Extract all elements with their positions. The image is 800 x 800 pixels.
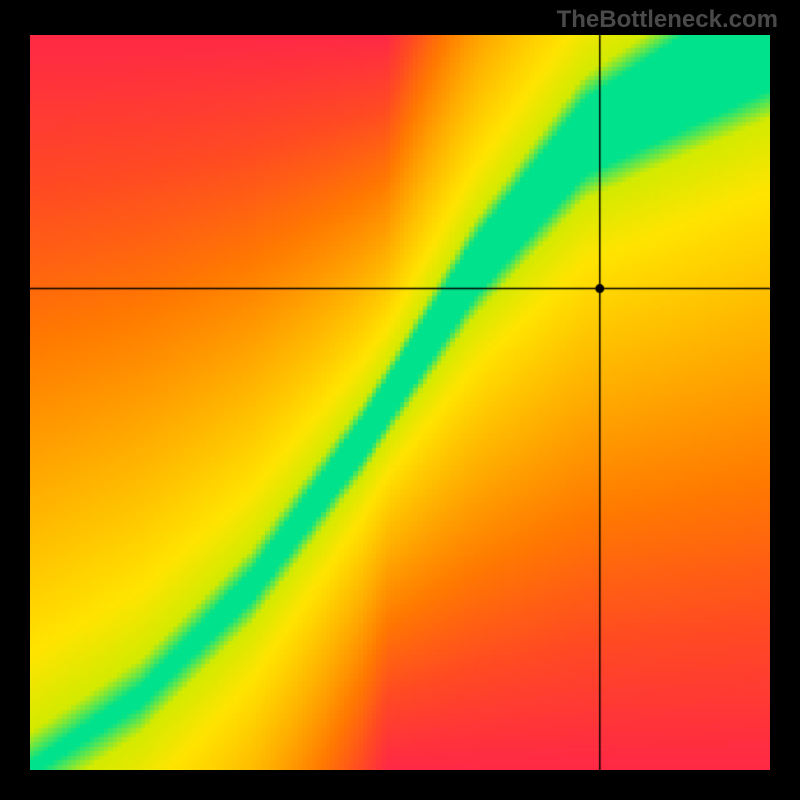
bottleneck-heatmap [30,35,770,770]
chart-container: TheBottleneck.com [0,0,800,800]
source-watermark: TheBottleneck.com [557,6,778,34]
